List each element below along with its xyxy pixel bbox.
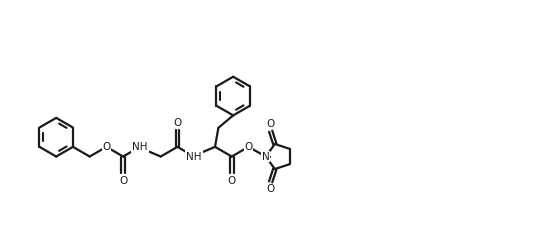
Text: O: O bbox=[102, 142, 110, 152]
Text: N: N bbox=[262, 151, 270, 162]
Text: NH: NH bbox=[186, 151, 202, 162]
Text: O: O bbox=[173, 118, 181, 128]
Text: O: O bbox=[119, 175, 127, 185]
Text: O: O bbox=[266, 119, 275, 129]
Text: NH: NH bbox=[132, 142, 148, 152]
Text: O: O bbox=[244, 142, 253, 152]
Text: O: O bbox=[266, 184, 275, 195]
Text: O: O bbox=[228, 175, 236, 185]
